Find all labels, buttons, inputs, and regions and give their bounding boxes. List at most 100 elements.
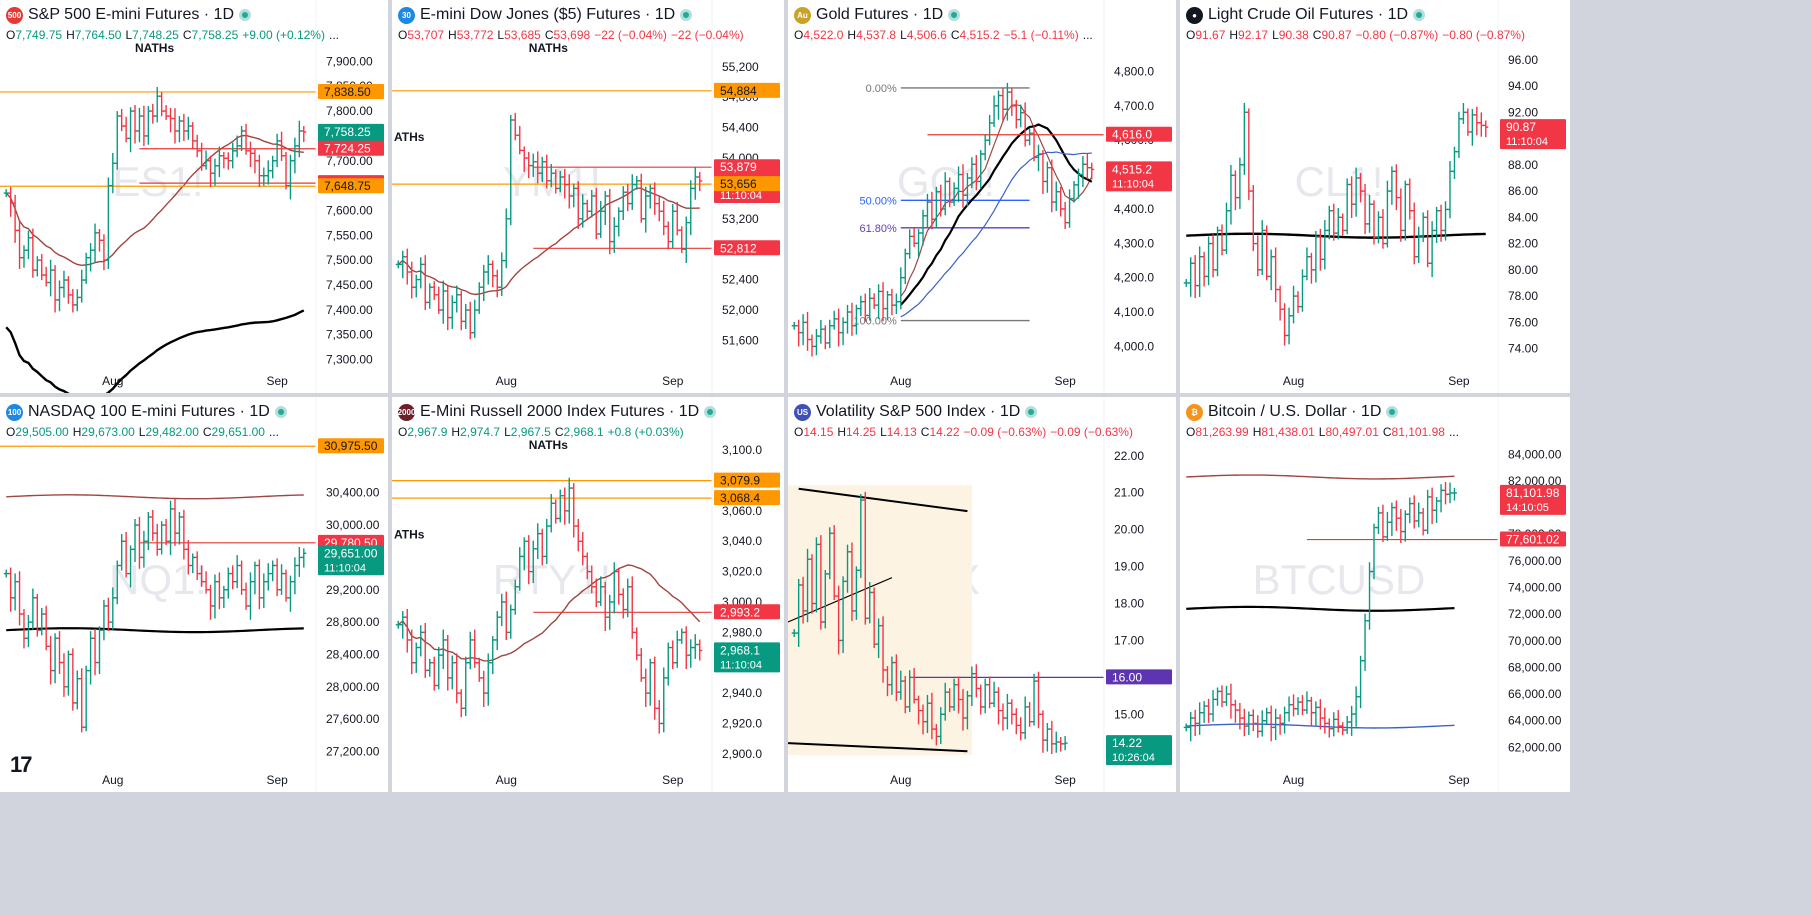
moving-average-line[interactable] (5, 134, 304, 266)
ohlc-bar[interactable] (845, 304, 851, 334)
ohlc-bar[interactable] (1416, 226, 1422, 264)
ohlc-bar[interactable] (1183, 723, 1189, 732)
ohlc-bar[interactable] (70, 648, 76, 711)
price-axis-label[interactable]: 14.22 10:26:04 (1106, 735, 1172, 766)
price-axis-label[interactable]: 90.87 11:10:04 (1500, 119, 1566, 150)
trendline[interactable] (788, 577, 893, 623)
ohlc-bar[interactable] (1331, 203, 1337, 241)
ohlc-bar[interactable] (485, 255, 491, 285)
ohlc-bar[interactable] (1013, 99, 1019, 129)
price-chart-svg[interactable]: CL1!96.0094.0092.0090.0088.0086.0084.008… (1180, 0, 1570, 393)
ohlc-bar[interactable] (566, 477, 572, 524)
price-axis-label[interactable]: 81,101.98 14:10:05 (1500, 484, 1566, 515)
ohlc-bar[interactable] (208, 155, 214, 188)
ohlc-bar[interactable] (159, 92, 165, 117)
ohlc-bar[interactable] (119, 108, 125, 132)
ohlc-bar[interactable] (61, 653, 67, 697)
ohlc-bar[interactable] (413, 274, 419, 298)
ohlc-bar[interactable] (463, 303, 469, 330)
ohlc-bar[interactable] (1201, 701, 1207, 723)
ohlc-bar[interactable] (656, 700, 662, 734)
ohlc-bar[interactable] (1009, 699, 1015, 725)
price-axis-label[interactable]: 30,975.50 (318, 438, 384, 454)
ohlc-bar[interactable] (92, 223, 98, 263)
ohlc-bar[interactable] (643, 186, 649, 233)
ohlc-bar[interactable] (48, 259, 54, 297)
ohlc-bar[interactable] (1250, 185, 1256, 252)
ohlc-bar[interactable] (57, 631, 63, 674)
ohlc-bar[interactable] (256, 154, 262, 188)
ohlc-bar[interactable] (427, 283, 433, 309)
ohlc-bar[interactable] (1000, 703, 1006, 731)
ohlc-bar[interactable] (1027, 701, 1033, 727)
ohlc-bar[interactable] (230, 142, 236, 169)
trendline[interactable] (798, 487, 968, 513)
ohlc-bar[interactable] (978, 684, 984, 715)
ohlc-bar[interactable] (270, 560, 276, 582)
ohlc-bar[interactable] (1062, 201, 1068, 230)
ohlc-bar[interactable] (1255, 235, 1261, 277)
ohlc-bar[interactable] (1210, 690, 1216, 722)
ohlc-bar[interactable] (400, 250, 406, 279)
ohlc-bar[interactable] (1044, 723, 1050, 752)
ohlc-bar[interactable] (1201, 251, 1207, 287)
ohlc-bar[interactable] (996, 90, 1002, 120)
price-chart-svg[interactable]: GC1!0.00%50.00%61.80%100.00%4,800.04,700… (788, 0, 1176, 393)
symbol-title[interactable]: E-mini Dow Jones ($5) Futures · 1D (420, 6, 676, 23)
moving-average-line[interactable] (1186, 232, 1486, 239)
ohlc-bar[interactable] (279, 564, 285, 595)
ohlc-bar[interactable] (418, 625, 424, 657)
ohlc-bar[interactable] (1255, 715, 1261, 738)
ohlc-bar[interactable] (562, 487, 568, 525)
ohlc-bar[interactable] (463, 656, 469, 716)
symbol-title[interactable]: Bitcoin / U.S. Dollar · 1D (1208, 403, 1382, 420)
symbol-title[interactable]: E-Mini Russell 2000 Index Futures · 1D (420, 403, 700, 420)
ohlc-bar[interactable] (1053, 731, 1059, 753)
ohlc-bar[interactable] (145, 512, 151, 551)
ohlc-bar[interactable] (88, 631, 94, 685)
ohlc-bar[interactable] (256, 559, 262, 610)
ohlc-bar[interactable] (221, 585, 227, 608)
ohlc-bar[interactable] (911, 227, 917, 248)
ohlc-bar[interactable] (30, 588, 36, 630)
ohlc-bar[interactable] (1331, 712, 1337, 737)
ohlc-bar[interactable] (168, 107, 174, 133)
ohlc-bar[interactable] (1210, 234, 1216, 278)
chart-legend[interactable]: 2000 E-Mini Russell 2000 Index Futures · … (398, 401, 717, 441)
ohlc-bar[interactable] (1040, 150, 1046, 195)
ohlc-bar[interactable] (476, 657, 482, 682)
ohlc-bar[interactable] (301, 548, 307, 568)
ohlc-bar[interactable] (1483, 120, 1489, 138)
ohlc-bar[interactable] (1206, 698, 1212, 723)
ohlc-bar[interactable] (454, 285, 460, 313)
chart-legend[interactable]: Au Gold Futures · 1D O4,522.0 H4,537.8 L4,50… (794, 4, 1097, 44)
ohlc-bar[interactable] (1402, 510, 1408, 542)
ohlc-bar[interactable] (620, 588, 626, 619)
ohlc-bar[interactable] (665, 221, 671, 250)
price-axis-label[interactable]: 29,651.00 11:10:04 (318, 545, 384, 576)
ohlc-bar[interactable] (1340, 213, 1346, 236)
ohlc-bar[interactable] (1358, 655, 1364, 709)
ohlc-bar[interactable] (656, 195, 662, 222)
ohlc-bar[interactable] (252, 561, 258, 595)
ohlc-bar[interactable] (1451, 487, 1457, 501)
ohlc-bar[interactable] (1089, 162, 1095, 180)
ohlc-bar[interactable] (1434, 497, 1440, 523)
ohlc-bar[interactable] (181, 113, 187, 142)
ohlc-bar[interactable] (292, 137, 298, 174)
ohlc-bar[interactable] (1411, 202, 1417, 265)
ohlc-bar[interactable] (490, 260, 496, 288)
ohlc-bar[interactable] (296, 547, 302, 577)
price-axis-label[interactable]: 7,724.25 (318, 140, 384, 156)
ohlc-bar[interactable] (247, 141, 253, 168)
ohlc-bar[interactable] (270, 155, 276, 179)
ohlc-bar[interactable] (629, 576, 635, 639)
ohlc-bar[interactable] (1027, 128, 1033, 146)
ohlc-bar[interactable] (1389, 166, 1395, 205)
ohlc-bar[interactable] (481, 264, 487, 302)
ohlc-bar[interactable] (679, 628, 685, 644)
chart-legend[interactable]: 30 E-mini Dow Jones ($5) Futures · 1D O53,… (398, 4, 748, 44)
ohlc-bar[interactable] (809, 334, 815, 357)
ohlc-bar[interactable] (1192, 709, 1198, 737)
ohlc-bar[interactable] (607, 188, 613, 255)
